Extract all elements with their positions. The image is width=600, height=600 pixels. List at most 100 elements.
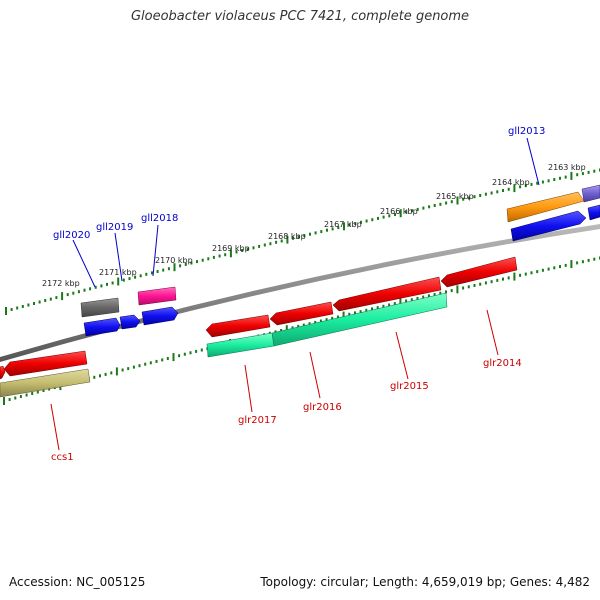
gene-arrow-gll2018[interactable]: [137, 286, 177, 306]
gene-label-glr2016: glr2016: [303, 402, 342, 413]
gene-arrow-glr2016[interactable]: [271, 292, 448, 347]
inner-minor-tick: [484, 281, 487, 285]
inner-minor-tick: [354, 311, 356, 315]
gene-arrow-red-a[interactable]: [205, 314, 271, 338]
inner-minor-tick: [19, 395, 22, 398]
outer-minor-tick: [196, 260, 198, 264]
inner-major-tick: [399, 298, 402, 307]
outer-minor-tick: [89, 287, 92, 291]
gene-arrow-purple-edge[interactable]: [581, 184, 600, 203]
inner-minor-tick: [376, 306, 379, 310]
outer-minor-tick: [179, 264, 182, 268]
tick-label-2169: 2169 kbp: [212, 244, 250, 253]
outer-minor-tick: [382, 215, 385, 219]
outer-minor-tick: [541, 180, 544, 184]
outer-major-tick: [5, 307, 7, 315]
outer-minor-tick: [484, 192, 487, 196]
outer-minor-tick: [235, 250, 238, 254]
outer-minor-tick: [326, 228, 328, 232]
tick-label-2170: 2170 kbp: [155, 256, 193, 265]
inner-minor-tick: [559, 265, 561, 269]
outer-minor-tick: [581, 172, 584, 176]
outer-minor-tick: [559, 176, 561, 180]
outer-minor-tick: [405, 210, 408, 214]
inner-minor-tick: [99, 374, 101, 378]
gene-arrow-blue-2[interactable]: [141, 306, 179, 326]
outer-minor-tick: [496, 190, 499, 194]
outer-minor-tick: [314, 231, 317, 235]
inner-minor-tick: [195, 349, 198, 353]
inner-minor-tick: [314, 320, 317, 324]
inner-minor-tick: [42, 389, 45, 392]
gene-arrow-ccs1[interactable]: [0, 368, 91, 398]
gene-arrow-glr2016-red[interactable]: [269, 301, 334, 326]
tick-label-2164: 2164 kbp: [492, 178, 530, 187]
outer-minor-tick: [184, 262, 187, 266]
outer-minor-tick: [587, 170, 590, 174]
outer-minor-tick: [139, 274, 142, 278]
inner-minor-tick: [587, 258, 590, 262]
gene-arrow-gll2020[interactable]: [80, 297, 120, 318]
outer-minor-tick: [450, 200, 453, 204]
outer-minor-tick: [479, 194, 482, 197]
inner-minor-tick: [200, 348, 203, 352]
outer-major-tick: [456, 196, 459, 205]
callout-line-glr2014: [486, 309, 499, 356]
inner-minor-tick: [519, 273, 522, 277]
inner-major-tick: [285, 325, 288, 334]
inner-minor-tick: [348, 312, 351, 316]
inner-minor-tick: [541, 268, 544, 272]
inner-minor-tick: [183, 352, 186, 356]
outer-minor-tick: [66, 293, 69, 297]
outer-minor-tick: [593, 169, 596, 173]
outer-tick-track: [5, 168, 600, 315]
gene-arrow-blue-1[interactable]: [83, 317, 121, 337]
inner-minor-tick: [450, 289, 453, 293]
outer-minor-tick: [439, 202, 442, 206]
outer-major-tick: [513, 184, 516, 193]
outer-minor-tick: [27, 303, 30, 307]
gene-arrow-glr2017[interactable]: [206, 332, 275, 358]
inner-minor-tick: [502, 277, 504, 281]
inner-minor-tick: [564, 263, 567, 267]
outer-major-tick: [117, 277, 120, 286]
outer-minor-tick: [292, 236, 294, 240]
callout-line-glr2016: [309, 351, 321, 399]
inner-minor-tick: [127, 367, 130, 371]
outer-minor-tick: [162, 268, 165, 272]
outer-minor-tick: [530, 182, 533, 186]
callout-line-ccs1: [50, 403, 60, 451]
outer-minor-tick: [122, 278, 125, 282]
gene-arrow-blue-edge[interactable]: [587, 204, 600, 221]
outer-minor-tick: [44, 299, 47, 302]
outer-minor-tick: [190, 261, 193, 265]
outer-minor-tick: [258, 244, 261, 248]
outer-minor-tick: [269, 242, 272, 246]
inner-minor-tick: [280, 329, 283, 332]
inner-minor-tick: [462, 286, 465, 290]
gene-arrow-glr2014[interactable]: [440, 256, 518, 288]
outer-minor-tick: [297, 235, 300, 239]
inner-minor-tick: [331, 316, 334, 320]
gene-arrow-blue-3[interactable]: [510, 210, 587, 242]
inner-minor-tick: [189, 351, 192, 355]
gene-arrow-red-edge[interactable]: [0, 365, 6, 380]
inner-minor-tick: [365, 308, 368, 312]
outer-minor-tick: [246, 247, 249, 251]
outer-minor-tick: [218, 254, 221, 258]
outer-major-tick: [399, 209, 402, 218]
outer-minor-tick: [77, 290, 80, 294]
gene-arrow-red-left[interactable]: [3, 350, 88, 377]
inner-minor-tick: [93, 375, 96, 379]
inner-minor-tick: [416, 296, 419, 300]
gene-arrow-glr2015-red[interactable]: [332, 276, 442, 312]
inner-minor-tick: [467, 285, 470, 289]
inner-minor-tick: [593, 257, 596, 261]
outer-minor-tick: [433, 204, 436, 207]
accession-text: Accession: NC_005125: [9, 575, 146, 589]
callout-line-gll2013: [526, 137, 540, 186]
inner-major-tick: [172, 353, 175, 362]
inner-minor-tick: [371, 307, 373, 311]
gene-arrow-gll2019[interactable]: [119, 314, 141, 330]
inner-minor-tick: [291, 326, 294, 330]
